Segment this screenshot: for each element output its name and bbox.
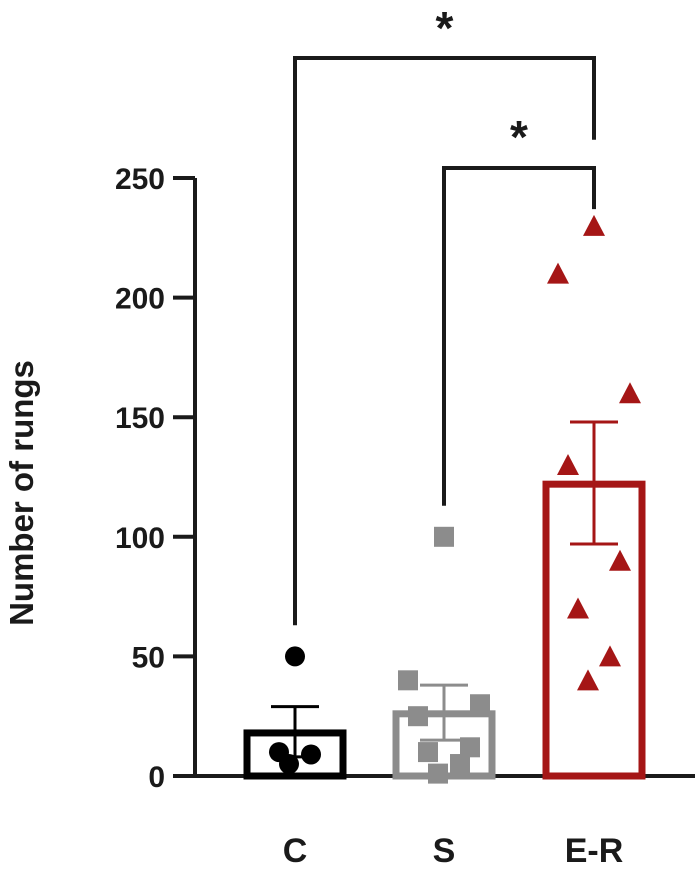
point-s-1 (428, 763, 448, 784)
y-tick-label-150: 150 (115, 402, 165, 435)
point-s-4 (460, 737, 480, 758)
point-e-r-4 (609, 549, 631, 571)
data-points (269, 214, 641, 784)
y-tick-label-50: 50 (132, 641, 165, 674)
error-bars (271, 420, 618, 759)
sig-label-2: * (510, 111, 528, 163)
y-axis-label: Number of rungs (3, 360, 40, 626)
y-tick-label-0: 0 (148, 761, 165, 794)
point-e-r-7 (547, 262, 569, 284)
x-tick-label-s: S (433, 832, 456, 870)
point-s-8 (434, 526, 454, 547)
y-tick-label-100: 100 (115, 522, 165, 555)
y-ticks: 0 50 100 150 200 250 (115, 163, 195, 794)
point-c-3 (269, 742, 289, 763)
x-tick-label-c: C (283, 832, 308, 870)
sig-label-1: * (436, 2, 454, 54)
point-c-2 (301, 744, 321, 765)
significance-brackets: ** (293, 2, 596, 626)
point-c-4 (285, 646, 305, 667)
y-tick-label-250: 250 (115, 163, 165, 196)
point-s-3 (418, 742, 438, 763)
point-s-6 (470, 694, 490, 715)
y-tick-label-200: 200 (115, 283, 165, 316)
point-e-r-8 (583, 214, 605, 236)
point-e-r-5 (557, 454, 579, 476)
sig-bracket-2 (442, 166, 596, 506)
point-e-r-2 (599, 645, 621, 667)
point-e-r-1 (577, 669, 599, 691)
point-e-r-3 (567, 597, 589, 619)
point-s-7 (398, 670, 418, 691)
point-e-r-6 (619, 382, 641, 404)
point-s-5 (408, 706, 428, 727)
x-tick-labels: C S E-R (283, 832, 624, 870)
point-s-2 (450, 754, 470, 775)
sig-bracket-1 (293, 56, 596, 626)
x-tick-label-e-r: E-R (565, 832, 624, 870)
